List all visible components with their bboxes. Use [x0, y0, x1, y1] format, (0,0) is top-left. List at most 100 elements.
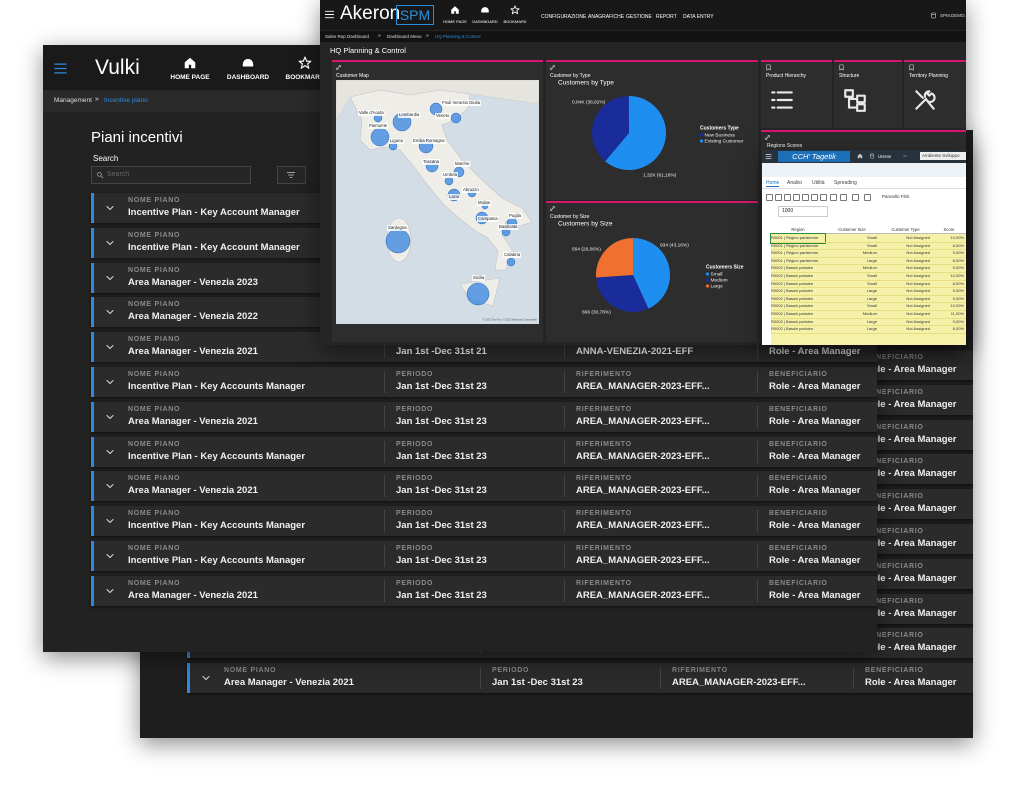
plan-row[interactable]: NOME PIANOIncentive Plan - Key Accounts … — [91, 367, 877, 397]
toolbar-button[interactable] — [864, 194, 871, 201]
nav-icon[interactable] — [450, 5, 460, 15]
expand-icon[interactable] — [200, 672, 212, 684]
user-name[interactable]: Utente — [878, 154, 891, 159]
column-label: NOME PIANO — [128, 371, 180, 378]
table-cell[interactable]: Large — [825, 325, 879, 334]
toolbar-button[interactable] — [802, 194, 809, 201]
home-icon[interactable] — [857, 153, 863, 159]
plan-row[interactable]: NOME PIANO Incentive Plan - Key Accounts … — [91, 437, 877, 467]
nav-icon[interactable] — [241, 56, 255, 70]
expand-icon[interactable] — [104, 306, 116, 318]
menu-button[interactable] — [765, 153, 772, 160]
expand-icon[interactable] — [104, 446, 116, 458]
toolbar-button[interactable] — [840, 194, 847, 201]
expand-icon[interactable] — [104, 341, 116, 353]
user-icon — [930, 12, 937, 19]
filter-button[interactable] — [277, 166, 306, 184]
toolbar-button[interactable] — [852, 194, 859, 201]
breadcrumb-item[interactable]: Sales Rep Dashboard — [325, 34, 369, 39]
table-cell[interactable]: 8,00% — [932, 325, 966, 334]
expand-icon[interactable] — [104, 202, 116, 214]
menu-item[interactable]: DATA ENTRY — [683, 14, 714, 20]
cell-value: Jan 1st -Dec 31st 23 — [396, 381, 487, 392]
toolbar-button[interactable] — [766, 194, 773, 201]
map-attribution: © 2022 TomTom, © 2022 Microsoft Corporat… — [483, 318, 538, 322]
expand-icon[interactable] — [104, 376, 116, 388]
toolbar-button[interactable] — [793, 194, 800, 201]
table-cell[interactable]: R0002 | Bassin parisien — [771, 325, 825, 334]
toolbar-button[interactable] — [830, 194, 837, 201]
expand-icon[interactable] — [104, 411, 116, 423]
toolbar-button[interactable] — [811, 194, 818, 201]
column-label: PERIODO — [396, 510, 433, 517]
user-name[interactable]: SPM.DEMO.ID — [940, 13, 966, 18]
bookmark-icon — [908, 64, 915, 71]
toolbar-button[interactable] — [775, 194, 782, 201]
filter-panel-button[interactable]: Pannello Filtri — [882, 194, 909, 199]
nav-icon[interactable] — [298, 56, 312, 70]
region-label: Valle d'Aosta — [359, 110, 384, 115]
column-label: NOME PIANO — [128, 197, 180, 204]
nav-icon[interactable] — [183, 56, 197, 70]
menu-button[interactable] — [53, 61, 68, 76]
breadcrumb-item[interactable]: Management — [54, 97, 92, 104]
tab[interactable]: Spreading — [834, 180, 857, 186]
tile[interactable]: Structure — [834, 60, 902, 128]
plan-row[interactable]: NOME PIANOArea Manager - Venezia 2021PER… — [91, 576, 877, 606]
chart-title: Customers by Size — [558, 221, 613, 228]
legend-label: Large — [711, 283, 724, 289]
column-label: RIFERIMENTO — [672, 667, 728, 674]
nav-item[interactable]: HOME PAGE — [440, 19, 470, 24]
column-label: NOME PIANO — [128, 441, 180, 448]
link-icon[interactable] — [764, 134, 771, 141]
icon-shape — [931, 13, 935, 18]
nav-item[interactable]: DASHBOARD — [470, 19, 500, 24]
cell-value: Role - Area Manager — [769, 346, 861, 357]
menu-button[interactable] — [324, 9, 335, 20]
menu-item[interactable]: ANAGRAFICHE — [588, 14, 624, 20]
tile[interactable]: Territory Planning — [904, 60, 966, 128]
cell-value: Jan 1st -Dec 31st 23 — [396, 416, 487, 427]
tile[interactable]: Product Hierarchy — [761, 60, 832, 128]
cell-value: AREA_MANAGER-2023-EFF... — [576, 451, 710, 462]
search-input[interactable]: Search — [91, 166, 251, 184]
nav-item[interactable]: BOOKMARK — [500, 19, 530, 24]
menu-item[interactable]: REPORT — [656, 14, 677, 20]
cell-input[interactable]: 1000 — [778, 206, 828, 217]
plan-row[interactable]: NOME PIANOArea Manager - Venezia 2021PER… — [91, 402, 877, 432]
table-header: Region — [771, 226, 825, 234]
cell-value: Incentive Plan - Key Accounts Manager — [128, 451, 305, 462]
breadcrumb-item[interactable]: Dashboard Menu — [387, 34, 422, 39]
tile-icon — [842, 87, 868, 113]
column-label: RIFERIMENTO — [576, 371, 632, 378]
expand-icon[interactable] — [104, 480, 116, 492]
plan-row[interactable]: NOME PIANOArea Manager - Venezia 2021PER… — [91, 471, 877, 501]
tab[interactable]: Utilità — [812, 180, 825, 186]
expand-icon[interactable] — [104, 272, 116, 284]
plan-row[interactable]: NOME PIANOIncentive Plan - Key Accounts … — [91, 541, 877, 571]
menu-item[interactable]: CONFIGURAZIONE — [541, 14, 586, 20]
expand-icon[interactable] — [104, 515, 116, 527]
legend-title: Customers Type — [700, 125, 739, 131]
icon-shape — [858, 154, 863, 159]
link-icon[interactable] — [335, 64, 342, 71]
expand-icon[interactable] — [104, 585, 116, 597]
menu-item[interactable]: GESTIONE — [626, 14, 652, 20]
expand-icon[interactable] — [104, 237, 116, 249]
map[interactable]: Valle d'AostaPiemonteLombardiaFriuli Ven… — [336, 80, 539, 324]
environment[interactable]: Ambiente Sviluppo — [920, 152, 966, 160]
tab[interactable]: Analisi — [787, 180, 802, 186]
nav-icon[interactable] — [480, 5, 490, 15]
tab[interactable]: Home — [766, 180, 779, 187]
table-header: Score — [932, 226, 966, 234]
table-cell[interactable]: Not Assigned — [879, 325, 932, 334]
plan-row[interactable]: NOME PIANOArea Manager - Venezia 2021PER… — [187, 663, 973, 693]
nav-icon[interactable] — [510, 5, 520, 15]
column-divider — [384, 371, 385, 393]
column-label: BENEFICIARIO — [769, 475, 828, 482]
expand-icon[interactable] — [104, 550, 116, 562]
cell-value: Role - Area Manager — [865, 642, 957, 653]
toolbar-button[interactable] — [784, 194, 791, 201]
toolbar-button[interactable] — [820, 194, 827, 201]
plan-row[interactable]: NOME PIANOIncentive Plan - Key Accounts … — [91, 506, 877, 536]
